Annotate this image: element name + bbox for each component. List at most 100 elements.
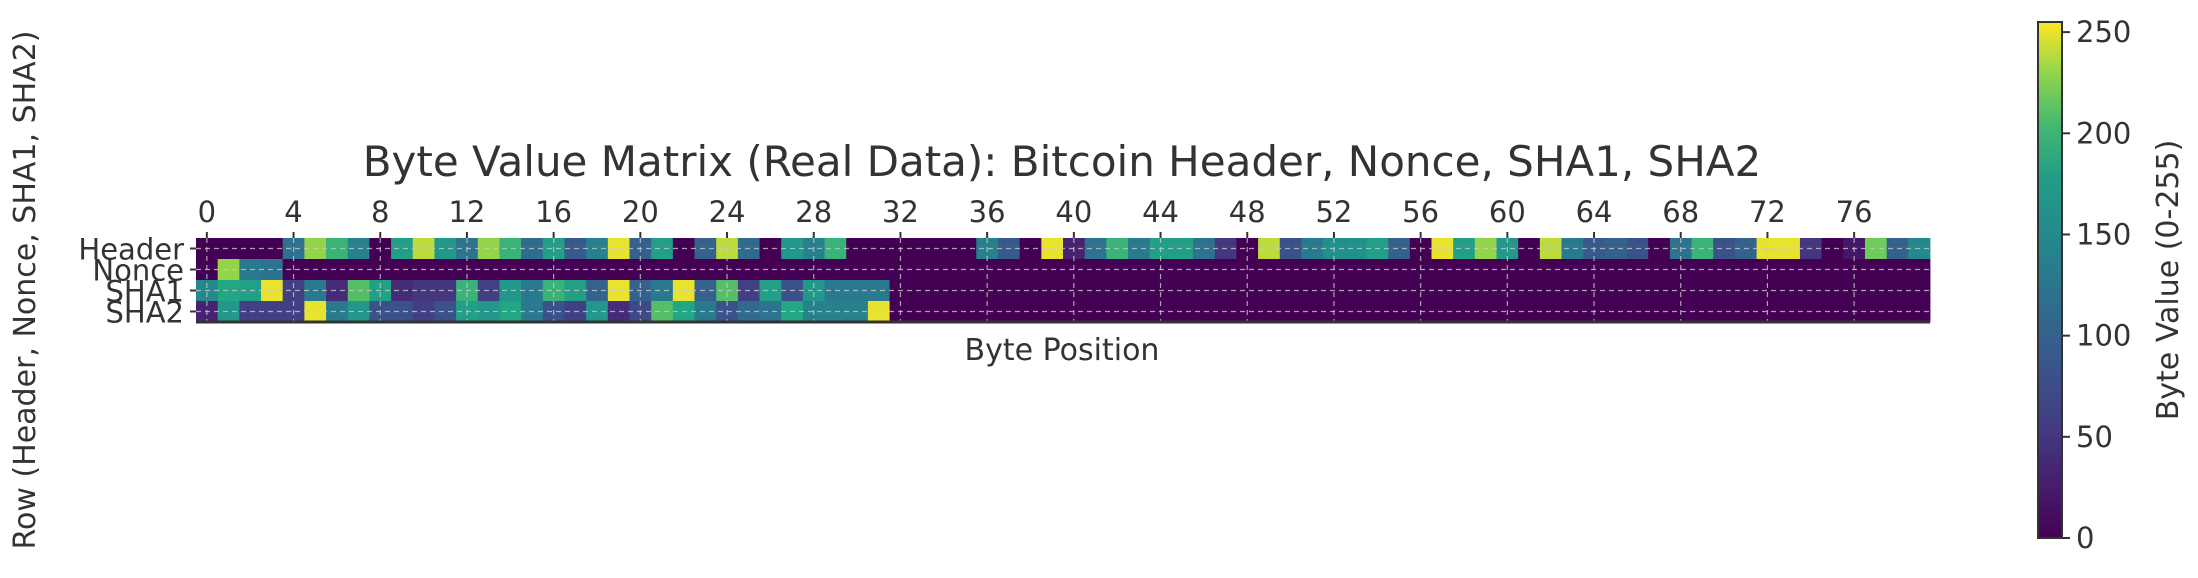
heatmap-cell bbox=[1171, 259, 1194, 281]
heatmap-cell bbox=[1713, 259, 1736, 281]
heatmap-cell bbox=[1864, 238, 1888, 260]
heatmap-cell bbox=[391, 280, 414, 302]
heatmap-cell bbox=[1604, 301, 1627, 323]
heatmap-cell bbox=[1821, 259, 1844, 281]
heatmap-cell bbox=[867, 301, 890, 323]
heatmap-cell bbox=[911, 238, 934, 260]
heatmap-cell bbox=[651, 280, 674, 302]
heatmap-cell bbox=[1669, 280, 1692, 302]
heatmap-cell bbox=[1019, 280, 1042, 302]
heatmap-cell bbox=[1604, 259, 1627, 281]
heatmap-cells bbox=[196, 238, 1931, 323]
heatmap-cell bbox=[586, 280, 609, 302]
heatmap-cell bbox=[1561, 301, 1584, 323]
heatmap-cell bbox=[694, 238, 717, 260]
heatmap-cell bbox=[1713, 238, 1736, 260]
heatmap-cell bbox=[1864, 280, 1888, 302]
x-tick-label: 76 bbox=[1836, 195, 1873, 229]
heatmap-cell bbox=[1084, 259, 1107, 281]
heatmap-cell bbox=[1648, 238, 1671, 260]
heatmap-cell bbox=[976, 280, 999, 302]
x-tick-label: 40 bbox=[1055, 195, 1092, 229]
heatmap-cell bbox=[282, 280, 305, 302]
heatmap-cell bbox=[911, 259, 934, 281]
heatmap-cell bbox=[607, 259, 630, 281]
heatmap-cell bbox=[1453, 301, 1476, 323]
heatmap-cell bbox=[1388, 238, 1411, 260]
heatmap-cell bbox=[1084, 280, 1107, 302]
heatmap-cell bbox=[1128, 238, 1151, 260]
heatmap-cell bbox=[651, 238, 674, 260]
heatmap-cell bbox=[759, 280, 782, 302]
heatmap-cell bbox=[217, 280, 240, 302]
heatmap-cell bbox=[434, 280, 457, 302]
heatmap-cell bbox=[1756, 280, 1779, 302]
heatmap-cell bbox=[1279, 280, 1302, 302]
x-tick-label: 28 bbox=[795, 195, 832, 229]
heatmap-cell bbox=[911, 280, 934, 302]
heatmap-cell bbox=[1171, 280, 1194, 302]
heatmap-cell bbox=[434, 301, 457, 323]
colorbar-label: Byte Value (0-255) bbox=[2151, 140, 2186, 421]
x-tick-label: 64 bbox=[1576, 195, 1613, 229]
heatmap-cell bbox=[1344, 280, 1367, 302]
heatmap-cell bbox=[1344, 238, 1367, 260]
heatmap-cell bbox=[1713, 301, 1736, 323]
heatmap-cell bbox=[1388, 280, 1411, 302]
heatmap-cell bbox=[867, 238, 890, 260]
heatmap-cell bbox=[217, 238, 240, 260]
heatmap-cell bbox=[326, 259, 349, 281]
heatmap-cell bbox=[607, 238, 630, 260]
x-tick-label: 16 bbox=[535, 195, 572, 229]
heatmap-cell bbox=[759, 301, 782, 323]
heatmap-cell bbox=[1388, 259, 1411, 281]
heatmap-cell bbox=[694, 259, 717, 281]
heatmap-cell bbox=[1344, 259, 1367, 281]
heatmap-cell bbox=[1019, 238, 1042, 260]
colorbar-tick-label: 0 bbox=[2076, 521, 2094, 555]
heatmap-cell bbox=[651, 301, 674, 323]
colorbar bbox=[2037, 21, 2063, 539]
y-tick-label: Nonce bbox=[92, 254, 184, 288]
heatmap-cell bbox=[1128, 280, 1151, 302]
colorbar-tick-label: 250 bbox=[2076, 15, 2131, 49]
heatmap-cell bbox=[391, 301, 414, 323]
x-tick-label: 24 bbox=[709, 195, 746, 229]
colorbar-tick-label: 100 bbox=[2076, 319, 2131, 353]
heatmap-cell bbox=[867, 259, 890, 281]
heatmap-cell bbox=[1561, 259, 1584, 281]
heatmap-cell bbox=[802, 280, 825, 302]
heatmap-cell bbox=[694, 280, 717, 302]
heatmap-cell bbox=[1864, 301, 1888, 323]
colorbar-tick-label: 200 bbox=[2076, 116, 2131, 150]
heatmap-cell bbox=[217, 301, 240, 323]
heatmap-cell bbox=[1453, 280, 1476, 302]
heatmap-cell bbox=[1821, 280, 1844, 302]
heatmap-cell bbox=[867, 280, 890, 302]
heatmap-cell bbox=[1388, 301, 1411, 323]
heatmap-cell bbox=[1648, 280, 1671, 302]
x-tick-label: 48 bbox=[1229, 195, 1266, 229]
heatmap-cell bbox=[391, 238, 414, 260]
heatmap-cell bbox=[499, 280, 522, 302]
heatmap-cell bbox=[1821, 238, 1844, 260]
y-axis-label: Row (Header, Nonce, SHA1, SHA2) bbox=[8, 31, 43, 550]
heatmap-cell bbox=[911, 301, 934, 323]
x-tick-label: 52 bbox=[1315, 195, 1352, 229]
heatmap-cell bbox=[326, 301, 349, 323]
x-tick-label: 72 bbox=[1749, 195, 1786, 229]
heatmap-cell bbox=[586, 301, 609, 323]
heatmap-cell bbox=[759, 238, 782, 260]
heatmap-cell bbox=[542, 280, 565, 302]
heatmap-cell bbox=[1279, 238, 1302, 260]
heatmap-cell bbox=[1561, 238, 1584, 260]
heatmap-cell bbox=[651, 259, 674, 281]
heatmap-cell bbox=[1063, 280, 1086, 302]
heatmap-cell bbox=[1648, 259, 1671, 281]
x-tick-label: 20 bbox=[622, 195, 659, 229]
x-tick-label: 0 bbox=[198, 195, 216, 229]
heatmap-cell bbox=[1084, 301, 1107, 323]
x-tick-label: 4 bbox=[284, 195, 302, 229]
x-ticks: 0 4 8 12 16 20 24 28 32 36 40 44 48 52 56 60 64 68 72 76 bbox=[198, 195, 1873, 238]
